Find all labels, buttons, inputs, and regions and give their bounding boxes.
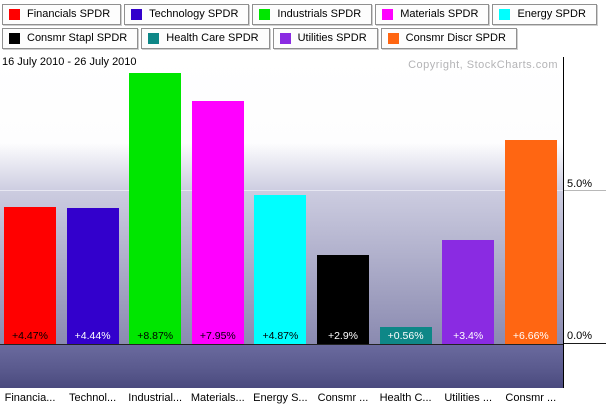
legend-label: Consmr Discr SPDR: [405, 32, 506, 44]
legend-label: Health Care SPDR: [166, 32, 259, 44]
legend-label: Materials SPDR: [400, 8, 479, 20]
legend-swatch-icon: [148, 33, 160, 44]
legend-label: Consmr Stapl SPDR: [27, 32, 128, 44]
bar: [129, 73, 182, 344]
x-tick-label: Utilities ...: [444, 392, 493, 404]
bar-value-label: +4.44%: [74, 330, 111, 342]
legend-button[interactable]: Energy SPDR: [492, 4, 597, 25]
legend-swatch-icon: [9, 33, 20, 44]
gridline-5pct: [0, 190, 563, 191]
bar: [442, 240, 495, 344]
bar-value-label: +2.9%: [327, 330, 359, 342]
legend-button[interactable]: Industrials SPDR: [252, 4, 373, 25]
legend-button[interactable]: Technology SPDR: [124, 4, 250, 25]
x-tick-label: Materials...: [190, 392, 245, 404]
legend-label: Financials SPDR: [27, 8, 111, 20]
bar: [191, 101, 244, 344]
legend-button[interactable]: Utilities SPDR: [272, 28, 378, 49]
bar-value-label: +3.4%: [453, 330, 484, 342]
y-tick-line-0pct: [564, 343, 606, 344]
bar: [504, 140, 557, 344]
plot-background-negative: [0, 344, 563, 388]
bar-value-label: +4.87%: [262, 330, 299, 342]
bar: [254, 195, 307, 344]
legend-label: Technology SPDR: [149, 8, 239, 20]
bar: [66, 208, 119, 344]
bar-value-label: +6.66%: [512, 330, 549, 342]
x-tick-label: Consmr ...: [505, 392, 557, 404]
legend-swatch-icon: [382, 9, 394, 20]
legend: Financials SPDR Technology SPDR Industrial…: [2, 4, 597, 49]
bar-value-label: +0.56%: [387, 330, 424, 342]
x-tick-label: Financia...: [4, 392, 56, 404]
date-range-label: 16 July 2010 - 26 July 2010: [2, 56, 137, 68]
bar-value-label: +4.47%: [12, 330, 48, 342]
legend-swatch-icon: [279, 33, 291, 44]
legend-swatch-icon: [131, 9, 143, 20]
bar: [317, 255, 369, 344]
bar-value-label: +7.95%: [199, 330, 236, 342]
legend-button[interactable]: Materials SPDR: [375, 4, 490, 25]
legend-swatch-icon: [259, 9, 271, 20]
legend-label: Utilities SPDR: [297, 32, 367, 44]
plot-area: 16 July 2010 - 26 July 2010 Copyright, S…: [0, 56, 563, 388]
x-tick-label: Industrial...: [128, 392, 183, 404]
legend-swatch-icon: [387, 33, 399, 44]
y-tick-label-5pct: 5.0%: [567, 178, 593, 190]
legend-label: Energy SPDR: [517, 8, 586, 20]
legend-swatch-icon: [9, 9, 20, 20]
x-tick-label: Energy S...: [253, 392, 308, 404]
x-tick-label: Consmr ...: [317, 392, 369, 404]
legend-button[interactable]: Financials SPDR: [2, 4, 122, 25]
x-tick-label: Health C...: [379, 392, 432, 404]
copyright-label: Copyright, StockCharts.com: [408, 59, 558, 71]
legend-label: Industrials SPDR: [277, 8, 362, 20]
legend-row-2: Consmr Stapl SPDR Health Care SPDR Utiliti…: [2, 28, 597, 49]
bar: [4, 207, 56, 344]
bar-value-label: +8.87%: [137, 330, 174, 342]
bar: [379, 327, 432, 344]
legend-swatch-icon: [499, 9, 511, 20]
legend-button[interactable]: Health Care SPDR: [141, 28, 270, 49]
legend-button[interactable]: Consmr Stapl SPDR: [2, 28, 139, 49]
x-tick-label: Technol...: [69, 392, 117, 404]
y-axis-line: [563, 57, 564, 388]
legend-row-1: Financials SPDR Technology SPDR Industrial…: [2, 4, 597, 25]
legend-button[interactable]: Consmr Discr SPDR: [380, 28, 517, 49]
y-tick-label-0pct: 0.0%: [567, 330, 593, 342]
y-tick-line-5pct: [564, 190, 606, 191]
